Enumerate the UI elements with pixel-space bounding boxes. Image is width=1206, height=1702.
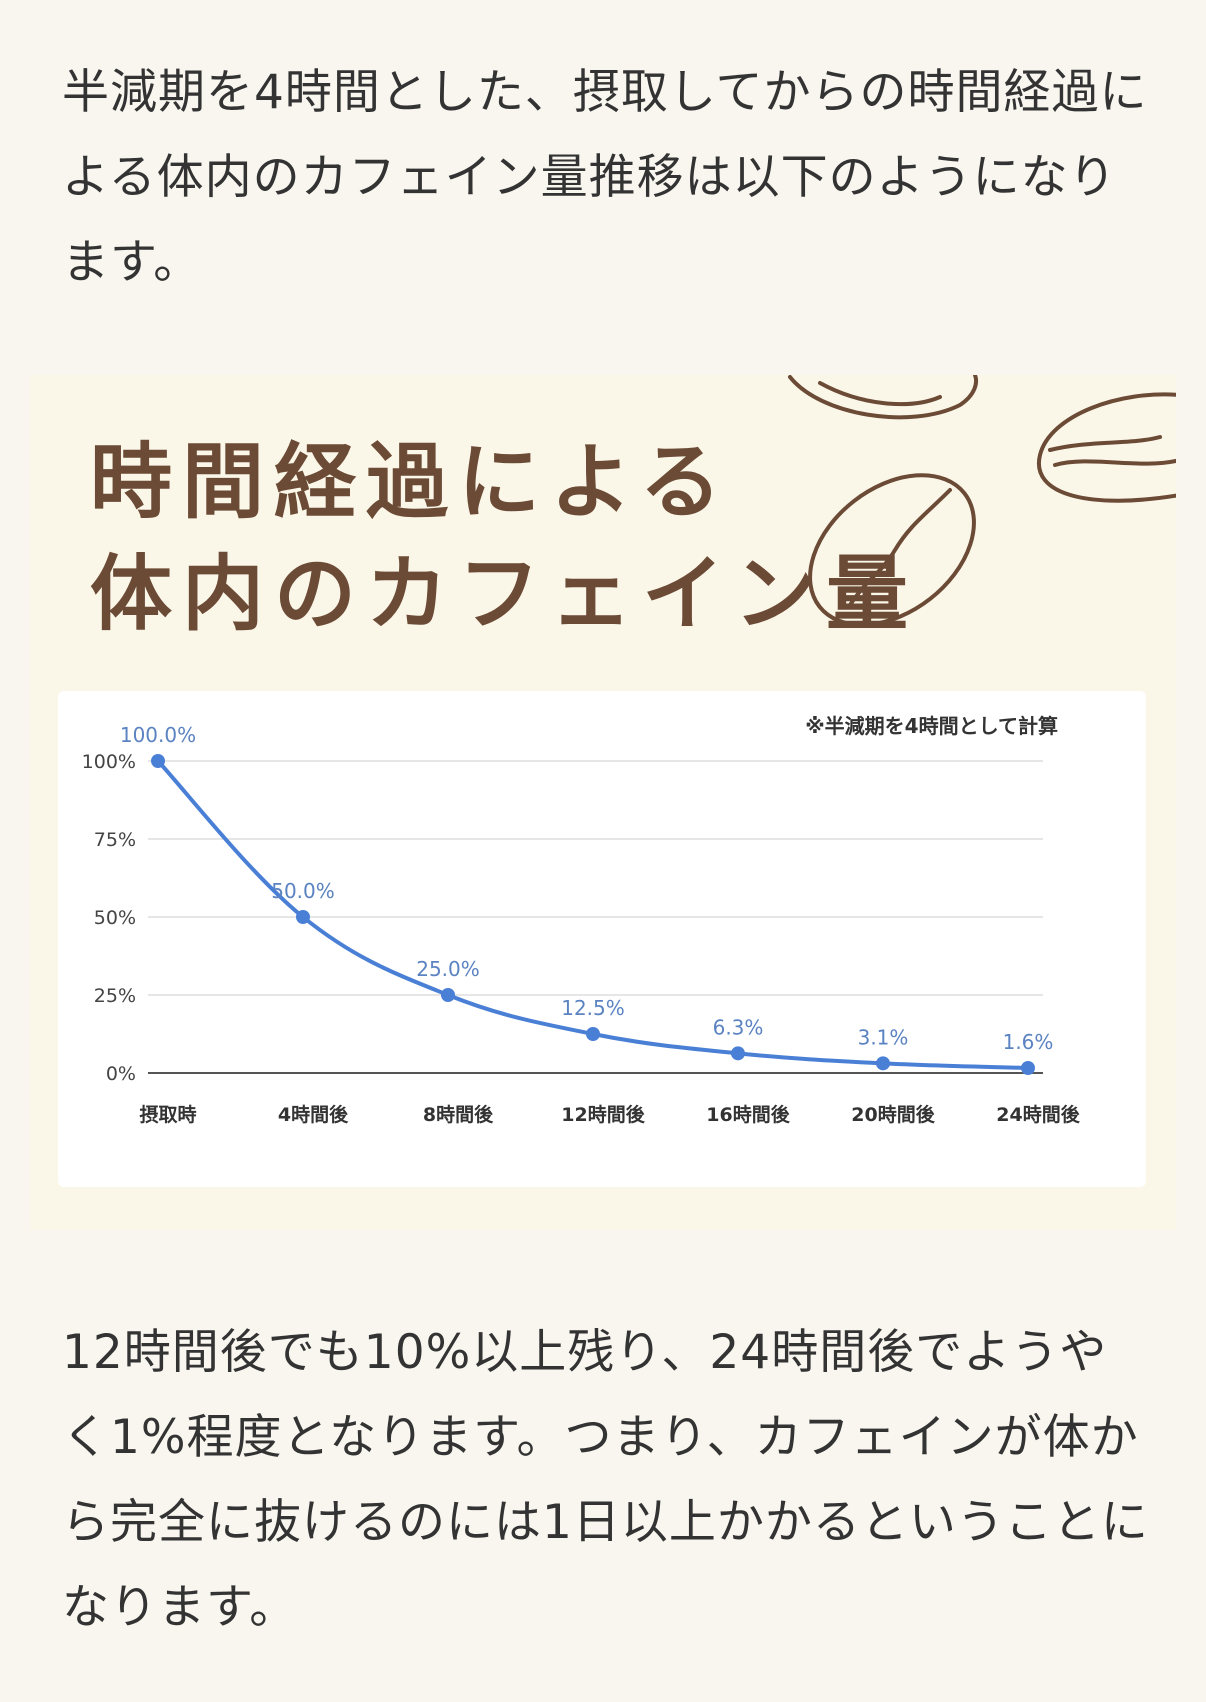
data-point [1021,1061,1035,1076]
data-label: 50.0% [271,879,335,903]
x-tick-label: 12時間後 [561,1103,645,1126]
y-tick-label: 100% [82,751,136,773]
y-tick-label: 75% [94,829,136,851]
data-point [731,1046,745,1061]
data-label: 25.0% [416,957,480,981]
data-point [586,1027,600,1041]
y-tick-label: 0% [106,1063,136,1085]
data-point [296,910,310,924]
data-label: 1.6% [1003,1030,1054,1054]
intro-paragraph: 半減期を4時間とした、摂取してからの時間経過による体内のカフェイン量推移は以下の… [62,65,1148,290]
conclusion-paragraph: 12時間後でも10%以上残り、24時間後でようやく1%程度となります。つまり、カ… [62,1325,1149,1635]
data-point [151,754,165,768]
data-point [876,1056,890,1071]
data-point [441,988,455,1002]
chart-card: ※半減期を4時間として計算 0% 25% 50% 75% 100% 摂取時 4時間後 8時間… [58,691,1146,1187]
data-label: 3.1% [858,1025,909,1049]
y-tick-label: 50% [94,907,136,929]
x-tick-label: 4時間後 [278,1103,349,1126]
figure-title-line2: 体内のカフェイン量 [90,547,919,642]
series-line [156,759,1030,1071]
x-tick-label: 20時間後 [851,1103,935,1126]
x-tick-label: 摂取時 [139,1103,196,1126]
figure-title-line1: 時間経過による [90,435,732,530]
data-label: 100.0% [120,723,196,747]
caffeine-figure: 時間経過による 体内のカフェイン量 ※半減期を4時間として計算 0% 25% 50%… [30,375,1176,1230]
y-tick-label: 25% [94,985,136,1007]
x-tick-label: 24時間後 [996,1103,1080,1126]
data-label: 6.3% [713,1015,764,1039]
caffeine-line-chart: ※半減期を4時間として計算 0% 25% 50% 75% 100% 摂取時 4時間後 8時間… [82,714,1081,1126]
x-tick-label: 16時間後 [706,1103,790,1126]
calculation-note: ※半減期を4時間として計算 [805,714,1058,738]
x-tick-label: 8時間後 [423,1103,494,1126]
data-label: 12.5% [561,996,625,1020]
